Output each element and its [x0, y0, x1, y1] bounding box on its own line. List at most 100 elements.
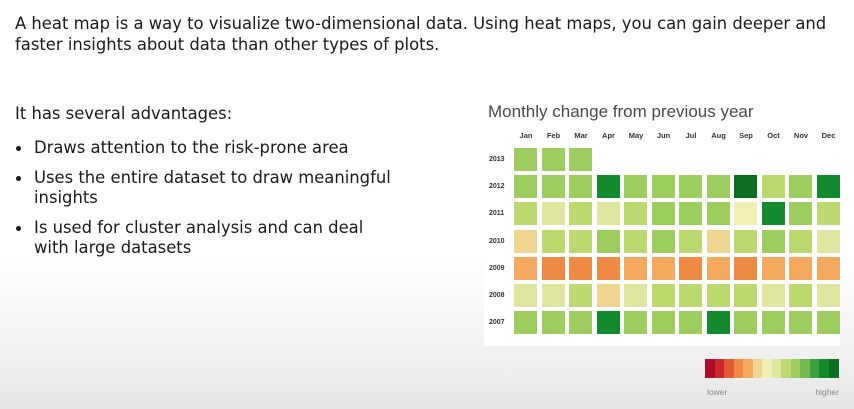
heatmap-cell [596, 256, 620, 280]
heatmap-cell [541, 202, 565, 226]
heatmap-cell [734, 229, 757, 253]
legend-swatch [743, 359, 753, 378]
legend-high-label: higher [815, 387, 839, 397]
heatmap-cell [651, 175, 675, 199]
heatmap-cell [541, 175, 565, 199]
heatmap-chart: Monthly change from previous year Jan Feb… [484, 96, 840, 346]
heatmap-cell [761, 284, 785, 307]
heatmap-cell [679, 311, 702, 335]
heatmap-cell [624, 202, 647, 226]
heatmap-cell [596, 284, 620, 307]
heatmap-cell [596, 229, 620, 253]
heatmap-cell [734, 256, 757, 280]
intro-paragraph: A heat map is a way to visualize two-dim… [15, 14, 827, 54]
heatmap-cell [706, 284, 730, 307]
heatmap-cell [679, 175, 702, 199]
heatmap-cell [734, 202, 757, 226]
month-label: Feb [546, 131, 561, 140]
legend-swatch [724, 359, 734, 378]
year-label: 2007 [489, 319, 505, 327]
heatmap-cell [624, 256, 647, 280]
heatmap-cell [789, 284, 812, 307]
heatmap-cell [761, 202, 785, 226]
legend-swatch [809, 359, 820, 378]
heatmap-cell [624, 311, 647, 335]
legend-swatch [752, 359, 763, 378]
heatmap-cell [624, 229, 647, 253]
legend-swatch [781, 359, 791, 378]
heatmap-cell [706, 229, 730, 253]
heatmap-cell [514, 148, 537, 171]
month-label: May [628, 131, 644, 140]
heatmap-cell [761, 229, 785, 253]
advantages-list: Draws attention to the risk-prone area U… [15, 138, 395, 268]
month-label: Jan [519, 131, 533, 140]
month-label: Nov [793, 131, 809, 140]
advantages-heading: It has several advantages: [15, 104, 233, 123]
advantage-item: Draws attention to the risk-prone area [15, 138, 395, 158]
heatmap-cell [789, 229, 812, 253]
legend-swatch [828, 359, 839, 378]
heatmap-cell [541, 229, 565, 253]
heatmap-cell [541, 311, 565, 335]
advantage-item: Uses the entire dataset to draw meaningf… [15, 168, 395, 208]
heatmap-cell [624, 284, 647, 307]
heatmap-cell [816, 202, 840, 226]
heatmap-cell [816, 284, 840, 307]
heatmap-cell [761, 175, 785, 199]
heatmap-cell [679, 202, 702, 226]
heatmap-cell [569, 311, 592, 335]
heatmap-cell [706, 256, 730, 280]
legend-swatch [790, 359, 801, 378]
chart-title: Monthly change from previous year [488, 102, 754, 121]
heatmap-cell [651, 284, 675, 307]
year-label: 2009 [489, 264, 505, 272]
heatmap-cell [761, 256, 785, 280]
month-label: Dec [821, 131, 836, 140]
heatmap-cell [734, 284, 757, 307]
month-label: Jun [656, 131, 671, 140]
heatmap-cell [761, 311, 785, 335]
heatmap-cell [789, 256, 812, 280]
legend-swatch [705, 359, 715, 378]
heatmap-cell [789, 311, 812, 335]
heatmap-cell [596, 311, 620, 335]
heatmap-legend: lower higher [702, 355, 841, 402]
legend-swatch [733, 359, 744, 378]
month-label: Jul [685, 131, 697, 140]
heatmap-cell [651, 229, 675, 253]
heatmap-cell [596, 202, 620, 226]
heatmap-cell [816, 175, 840, 199]
month-label: Apr [602, 131, 615, 140]
month-label: Oct [767, 131, 780, 140]
legend-swatch [771, 359, 782, 378]
heatmap-cell [541, 256, 565, 280]
heatmap-cell [816, 229, 840, 253]
year-label: 2010 [489, 237, 505, 245]
heatmap-cell [569, 229, 592, 253]
year-label: 2013 [489, 156, 505, 163]
heatmap-cell [596, 175, 620, 199]
heatmap-cell [706, 202, 730, 226]
heatmap-cell [816, 256, 840, 280]
heatmap-cell [569, 284, 592, 307]
heatmap-cell [514, 229, 537, 253]
heatmap-cell [569, 175, 592, 199]
heatmap-cell [789, 202, 812, 226]
heatmap-cell [789, 175, 812, 199]
heatmap-cell [734, 311, 757, 335]
year-label: 2008 [489, 292, 505, 299]
advantage-item: Is used for cluster analysis and can dea… [15, 218, 395, 258]
heatmap-cell [734, 175, 757, 199]
heatmap-cell [514, 284, 537, 307]
legend-swatch [800, 359, 810, 378]
heatmap-cell [624, 175, 647, 199]
heatmap-cell [651, 311, 675, 335]
heatmap-cell [514, 175, 537, 199]
heatmap-cell [514, 256, 537, 280]
heatmap-cell [569, 148, 592, 171]
heatmap-cell [706, 175, 730, 199]
heatmap-cell [679, 284, 702, 307]
legend-swatch [714, 359, 725, 378]
heatmap-cell [679, 256, 702, 280]
